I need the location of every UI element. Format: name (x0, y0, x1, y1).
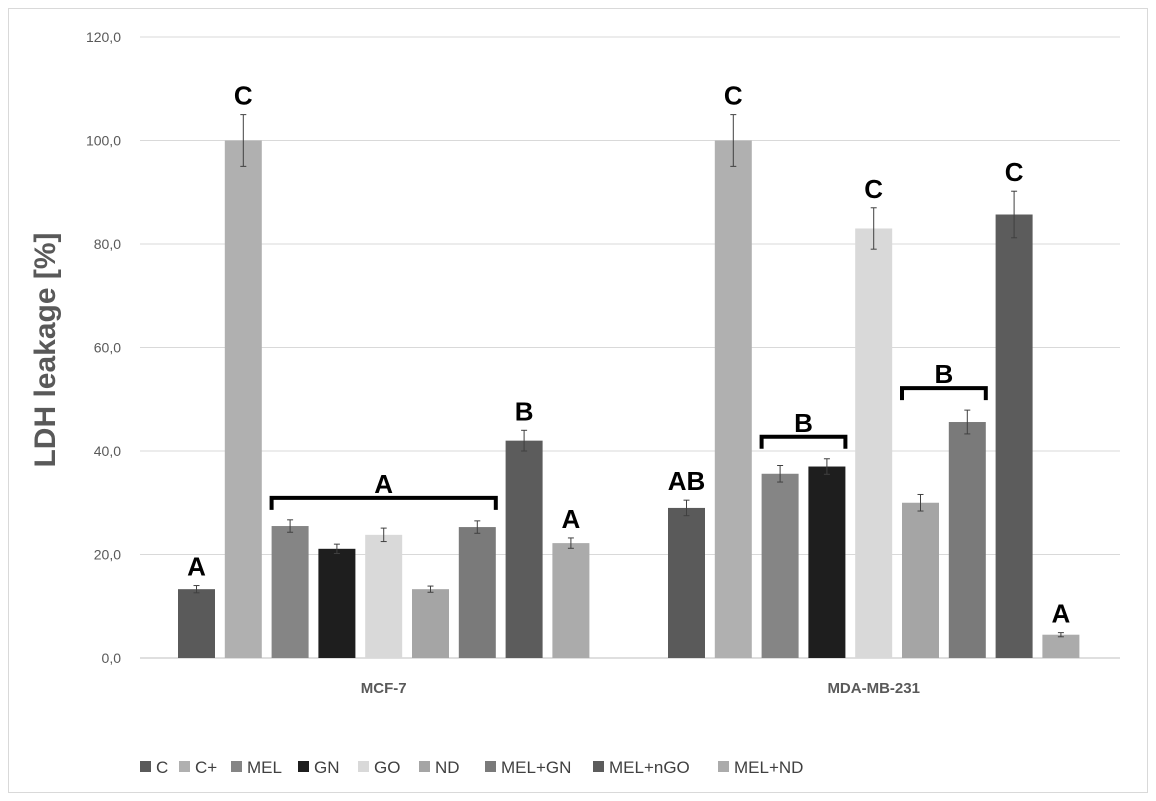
significance-label: B (935, 359, 954, 389)
legend-swatch (485, 761, 496, 772)
legend-label: C (156, 758, 168, 777)
bar-go (855, 228, 893, 658)
error-bars (193, 114, 1064, 638)
bar-gn (318, 548, 356, 658)
significance-label: C (1005, 157, 1024, 187)
significance-label: B (794, 408, 813, 438)
bar-mel-plus-gn (458, 527, 496, 658)
significance-bracket (269, 495, 498, 510)
bars (178, 140, 1080, 658)
legend-swatch (358, 761, 369, 772)
legend-swatch (231, 761, 242, 772)
legend-label: MEL+nGO (609, 758, 690, 777)
significance-bracket (900, 386, 988, 401)
legend-label: GO (374, 758, 400, 777)
legend-swatch (179, 761, 190, 772)
bar-nd (412, 589, 449, 658)
significance-label: A (562, 504, 581, 534)
bar-nd (902, 502, 939, 658)
bar-mel-plus-ngo (505, 440, 543, 658)
bar-c (178, 589, 215, 658)
bar-mel-plus-ngo (995, 214, 1033, 658)
significance-label: B (515, 396, 534, 426)
y-tick-label: 20,0 (94, 547, 121, 563)
legend: C C+ MEL GN GO ND MEL+GN MEL+nGO MEL+ND (140, 758, 803, 777)
legend-label: MEL (247, 758, 282, 777)
category-labels: MCF-7 MDA-MB-231 (361, 680, 920, 697)
significance-label: A (187, 552, 206, 582)
legend-label: MEL+GN (501, 758, 571, 777)
significance-label: C (724, 81, 743, 111)
significance-label: A (374, 469, 393, 499)
legend-label: ND (435, 758, 460, 777)
legend-label: MEL+ND (734, 758, 803, 777)
legend-swatch (419, 761, 430, 772)
legend-swatch (593, 761, 604, 772)
y-tick-label: 40,0 (94, 443, 121, 459)
y-tick-label: 100,0 (86, 133, 121, 149)
y-tick-label: 120,0 (86, 29, 121, 45)
bar-gn (808, 466, 846, 658)
legend-label: C+ (195, 758, 217, 777)
bar-c (668, 507, 705, 658)
bar-go (365, 534, 403, 658)
legend-swatch (298, 761, 309, 772)
y-axis-ticks: 0,0 20,0 40,0 60,0 80,0 100,0 120,0 (86, 29, 121, 666)
y-tick-label: 80,0 (94, 236, 121, 252)
bar-c-plus- (714, 140, 752, 658)
y-tick-label: 60,0 (94, 340, 121, 356)
chart-frame (8, 8, 1148, 793)
significance-label: AB (668, 466, 706, 496)
y-tick-label: 0,0 (102, 650, 122, 666)
category-label: MDA-MB-231 (827, 680, 920, 697)
legend-swatch (140, 761, 151, 772)
significance-label: C (864, 174, 883, 204)
category-label: MCF-7 (361, 680, 407, 697)
y-axis-label: LDH leakage [%] (29, 232, 62, 467)
bar-mel-plus-nd (1042, 634, 1080, 658)
bar-mel (761, 473, 799, 658)
bar-mel (271, 526, 309, 658)
bar-mel-plus-nd (552, 543, 590, 658)
legend-label: GN (314, 758, 340, 777)
bar-c-plus- (224, 140, 262, 658)
significance-label: A (1052, 599, 1071, 629)
bar-mel-plus-gn (948, 422, 986, 658)
significance-bracket (759, 434, 848, 449)
legend-swatch (718, 761, 729, 772)
significance-label: C (234, 81, 253, 111)
